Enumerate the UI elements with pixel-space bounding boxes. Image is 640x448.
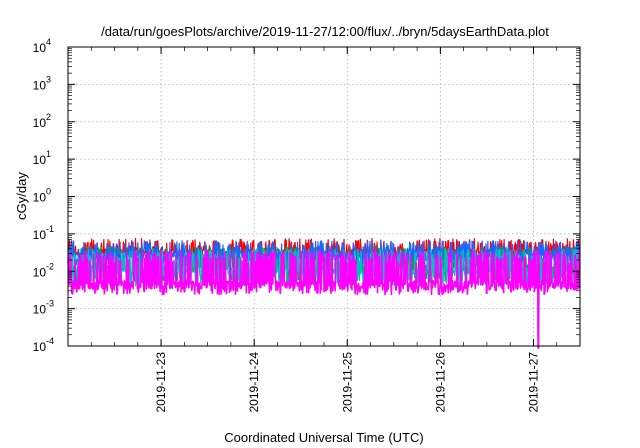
y-tick-label-exponent: 0 [46,187,51,197]
x-axis-label: Coordinated Universal Time (UTC) [224,430,423,445]
y-tick-label-exponent: -4 [46,336,54,346]
y-tick-label: 10 [33,78,47,92]
y-tick-label: 10 [33,303,47,317]
y-tick-label-exponent: 1 [46,149,51,159]
y-tick-label-exponent: -3 [46,299,54,309]
y-tick-label: 10 [33,265,47,279]
y-tick-label: 10 [33,191,47,205]
y-tick-label-exponent: 4 [46,37,51,47]
y-tick-label: 10 [33,228,47,242]
x-tick-label: 2019-11-23 [154,352,168,413]
y-tick-label: 10 [33,153,47,167]
y-tick-label-exponent: -1 [46,224,54,234]
series-line [67,250,581,349]
y-tick-label-exponent: -2 [46,261,54,271]
x-tick-label: 2019-11-24 [247,352,261,413]
y-tick-label: 10 [33,41,47,55]
y-axis-label: cGy/day [14,172,29,220]
y-tick-label-exponent: 2 [46,112,51,122]
chart-title: /data/run/goesPlots/archive/2019-11-27/1… [101,24,549,39]
series-group [67,237,581,349]
x-axis: 2019-11-23 2019-11-24 2019-11-25 2019-11-26… [67,47,581,413]
x-tick-label: 2019-11-25 [340,352,354,413]
y-tick-label-exponent: 3 [46,74,51,84]
x-tick-label: 2019-11-26 [433,352,447,413]
y-tick-label: 10 [33,340,47,354]
y-tick-label: 10 [33,116,47,130]
x-tick-label: 2019-11-27 [526,352,540,413]
